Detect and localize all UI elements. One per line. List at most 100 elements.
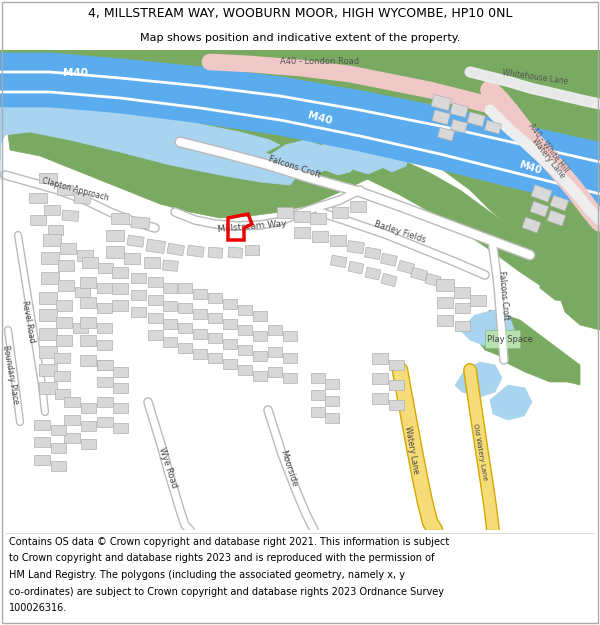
Bar bbox=[113, 367, 128, 377]
Bar bbox=[325, 413, 339, 423]
Bar bbox=[131, 307, 146, 317]
Bar bbox=[80, 354, 96, 366]
Bar bbox=[208, 293, 222, 303]
Bar bbox=[80, 403, 95, 413]
Polygon shape bbox=[0, 50, 600, 315]
Bar bbox=[54, 353, 70, 363]
Bar bbox=[253, 371, 267, 381]
Bar bbox=[311, 373, 325, 383]
Bar bbox=[365, 247, 381, 259]
Bar bbox=[131, 290, 146, 300]
Text: 4, MILLSTREAM WAY, WOOBURN MOOR, HIGH WYCOMBE, HP10 0NL: 4, MILLSTREAM WAY, WOOBURN MOOR, HIGH WY… bbox=[88, 8, 512, 21]
Bar bbox=[62, 210, 79, 221]
Bar bbox=[97, 397, 113, 407]
Bar bbox=[97, 340, 112, 350]
Bar bbox=[455, 321, 470, 331]
Bar bbox=[431, 94, 451, 111]
Bar bbox=[530, 201, 549, 217]
Bar bbox=[437, 296, 453, 308]
Text: M40: M40 bbox=[517, 159, 542, 176]
Polygon shape bbox=[500, 338, 570, 382]
Text: Map shows position and indicative extent of the property.: Map shows position and indicative extent… bbox=[140, 33, 460, 43]
Text: M40: M40 bbox=[307, 110, 334, 126]
Bar bbox=[82, 256, 98, 268]
Bar bbox=[193, 349, 207, 359]
Bar bbox=[39, 346, 57, 358]
Polygon shape bbox=[460, 310, 515, 347]
Bar bbox=[112, 299, 128, 311]
Bar bbox=[436, 279, 454, 291]
Bar bbox=[389, 360, 404, 370]
Bar bbox=[97, 417, 113, 427]
Bar bbox=[39, 382, 57, 394]
Polygon shape bbox=[270, 140, 330, 178]
Bar bbox=[208, 353, 222, 363]
Bar bbox=[34, 420, 50, 430]
Bar bbox=[208, 247, 223, 258]
Bar bbox=[294, 226, 310, 238]
Bar bbox=[454, 286, 470, 298]
Bar bbox=[56, 334, 72, 346]
Bar bbox=[372, 352, 388, 364]
Bar bbox=[41, 272, 59, 284]
Bar bbox=[39, 173, 57, 183]
Bar bbox=[310, 213, 326, 224]
Bar bbox=[39, 309, 57, 321]
Polygon shape bbox=[100, 62, 260, 90]
Bar bbox=[178, 323, 192, 333]
Bar bbox=[113, 383, 128, 393]
Bar bbox=[365, 268, 381, 280]
Bar bbox=[111, 213, 129, 224]
Bar bbox=[113, 403, 128, 413]
Bar bbox=[178, 303, 192, 313]
Bar bbox=[29, 193, 47, 203]
Bar bbox=[144, 256, 160, 268]
Text: Millstream Way: Millstream Way bbox=[217, 219, 287, 234]
Bar bbox=[64, 415, 80, 425]
Bar bbox=[550, 195, 569, 211]
Bar bbox=[223, 339, 237, 349]
Bar bbox=[331, 255, 347, 268]
Text: M40: M40 bbox=[62, 68, 88, 78]
Bar bbox=[50, 425, 65, 435]
Bar bbox=[127, 235, 144, 248]
Bar bbox=[50, 461, 65, 471]
Bar bbox=[73, 323, 88, 333]
Bar bbox=[30, 215, 46, 225]
Text: co-ordinates) are subject to Crown copyright and database rights 2023 Ordnance S: co-ordinates) are subject to Crown copyr… bbox=[9, 586, 444, 596]
Text: Wye Road: Wye Road bbox=[157, 447, 179, 489]
Bar bbox=[372, 372, 388, 384]
Bar bbox=[372, 392, 388, 404]
Bar bbox=[167, 243, 184, 256]
Text: Old Watery Lane: Old Watery Lane bbox=[472, 423, 488, 481]
Bar bbox=[425, 273, 441, 287]
Bar bbox=[325, 379, 339, 389]
Bar bbox=[146, 239, 166, 254]
Bar bbox=[50, 443, 65, 453]
Bar bbox=[131, 216, 150, 229]
Bar bbox=[277, 206, 293, 217]
Bar bbox=[187, 245, 204, 258]
Text: Moorside: Moorside bbox=[278, 448, 298, 488]
Bar bbox=[294, 211, 310, 221]
Bar bbox=[380, 253, 397, 266]
Bar bbox=[410, 268, 428, 281]
Polygon shape bbox=[0, 95, 40, 150]
Bar bbox=[113, 423, 128, 433]
Bar bbox=[97, 377, 113, 387]
Polygon shape bbox=[455, 362, 502, 397]
Bar bbox=[223, 299, 237, 309]
Bar bbox=[531, 185, 552, 202]
Bar bbox=[80, 421, 95, 431]
Bar bbox=[34, 437, 50, 447]
Bar bbox=[112, 282, 128, 294]
Polygon shape bbox=[470, 310, 580, 385]
Bar bbox=[47, 225, 62, 235]
Bar bbox=[39, 328, 57, 340]
Bar bbox=[437, 127, 455, 141]
Polygon shape bbox=[373, 138, 410, 172]
Bar bbox=[74, 287, 89, 297]
Text: to Crown copyright and database rights 2023 and is reproduced with the permissio: to Crown copyright and database rights 2… bbox=[9, 553, 434, 563]
Bar bbox=[389, 380, 404, 390]
Bar bbox=[106, 246, 124, 258]
